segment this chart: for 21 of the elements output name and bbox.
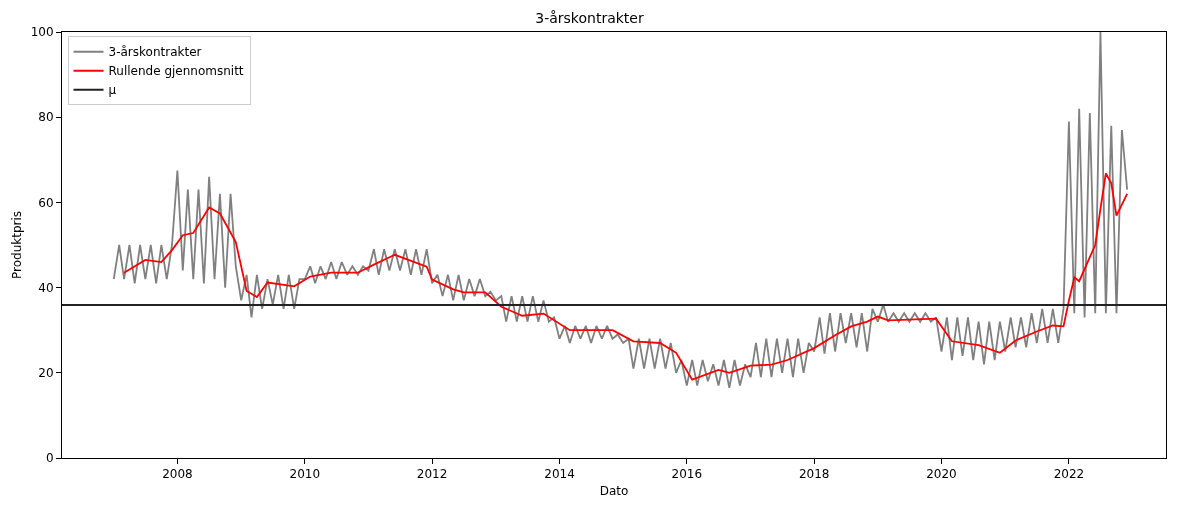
x-tick-label: 2008 <box>162 467 193 482</box>
legend-label: 3-årskontrakter <box>108 45 202 60</box>
line-series <box>123 172 1129 381</box>
x-tick-label: 2022 <box>1053 467 1085 482</box>
x-tick-label: 2016 <box>671 467 703 482</box>
y-tick-label: 80 <box>38 110 54 125</box>
x-tick-label: 2012 <box>416 467 448 482</box>
x-axis-title: Dato <box>599 484 629 499</box>
y-axis-title: Produktpris <box>9 210 24 280</box>
y-tick-label: 0 <box>45 451 54 466</box>
x-tick-label: 2018 <box>798 467 830 482</box>
x-tick-label: 2010 <box>289 467 321 482</box>
y-tick-label: 60 <box>38 195 54 210</box>
x-tick-label: 2014 <box>544 467 575 482</box>
y-tick-label: 20 <box>38 366 54 380</box>
chart-title: 3-årskontrakter <box>535 9 644 26</box>
legend-label: μ <box>108 83 117 98</box>
y-tick-label: 100 <box>30 25 54 40</box>
x-tick-label: 2020 <box>926 467 957 482</box>
y-tick-label: 40 <box>38 280 54 295</box>
legend-label: Rullende gjennomsnitt <box>108 64 244 79</box>
